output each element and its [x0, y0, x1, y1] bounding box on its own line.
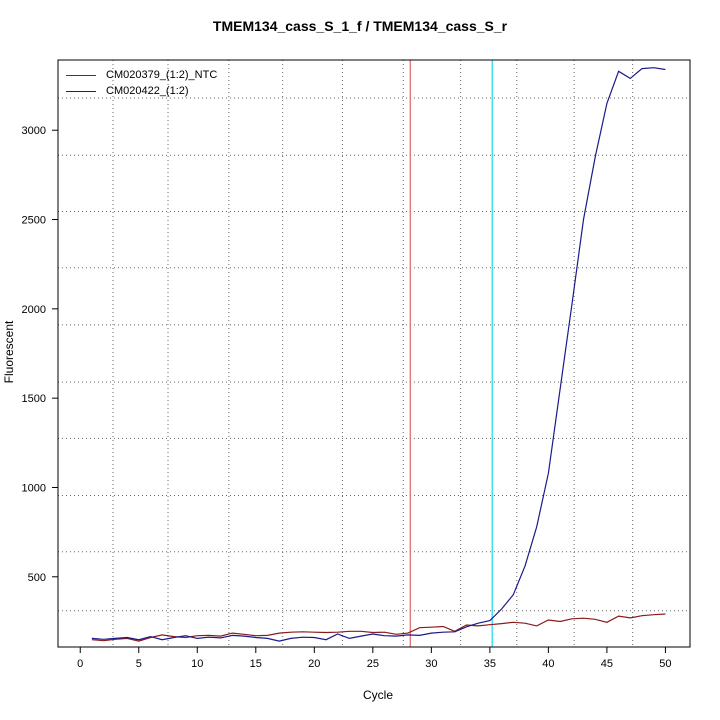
x-tick-label: 20 [308, 658, 320, 670]
x-tick-label: 30 [425, 658, 437, 670]
threshold-lines [409, 60, 493, 647]
legend-swatch-sample [66, 90, 96, 92]
x-tick-label: 5 [136, 658, 142, 670]
chart-title: TMEM134_cass_S_1_f / TMEM134_cass_S_r [212, 18, 508, 34]
y-tick-label: 500 [28, 572, 46, 584]
y-tick-label: 1500 [22, 393, 46, 405]
legend-swatch-ntc [66, 74, 96, 76]
legend-item-sample: CM020422_(1:2) [66, 83, 217, 99]
legend-label-sample: CM020422_(1:2) [106, 85, 189, 97]
legend: CM020379_(1:2)_NTC CM020422_(1:2) [66, 67, 217, 99]
y-axis-label: Fluorescent [2, 320, 16, 384]
series-line-1 [91, 67, 666, 642]
y-tick-label: 2500 [22, 215, 46, 227]
x-axis-label: Cycle [362, 688, 393, 702]
series-lines [91, 67, 666, 642]
axes: 0 5 10 15 20 25 30 35 40 45 50 500 1000 1500 2000 2500 3… [22, 125, 672, 670]
legend-item-ntc: CM020379_(1:2)_NTC [66, 67, 217, 83]
x-tick-label: 25 [367, 658, 379, 670]
x-tick-label: 50 [659, 658, 671, 670]
x-tick-label: 40 [542, 658, 554, 670]
y-tick-label: 2000 [22, 304, 46, 316]
legend-label-ntc: CM020379_(1:2)_NTC [106, 69, 218, 81]
grid-lines [58, 60, 690, 647]
x-tick-label: 0 [77, 658, 83, 670]
plot-frame [57, 59, 691, 648]
x-tick-label: 35 [484, 658, 496, 670]
x-tick-label: 15 [250, 658, 262, 670]
x-tick-label: 10 [191, 658, 203, 670]
y-tick-label: 3000 [22, 125, 46, 137]
x-tick-label: 45 [601, 658, 613, 670]
y-tick-label: 1000 [22, 482, 46, 494]
series-line-0 [91, 613, 666, 642]
